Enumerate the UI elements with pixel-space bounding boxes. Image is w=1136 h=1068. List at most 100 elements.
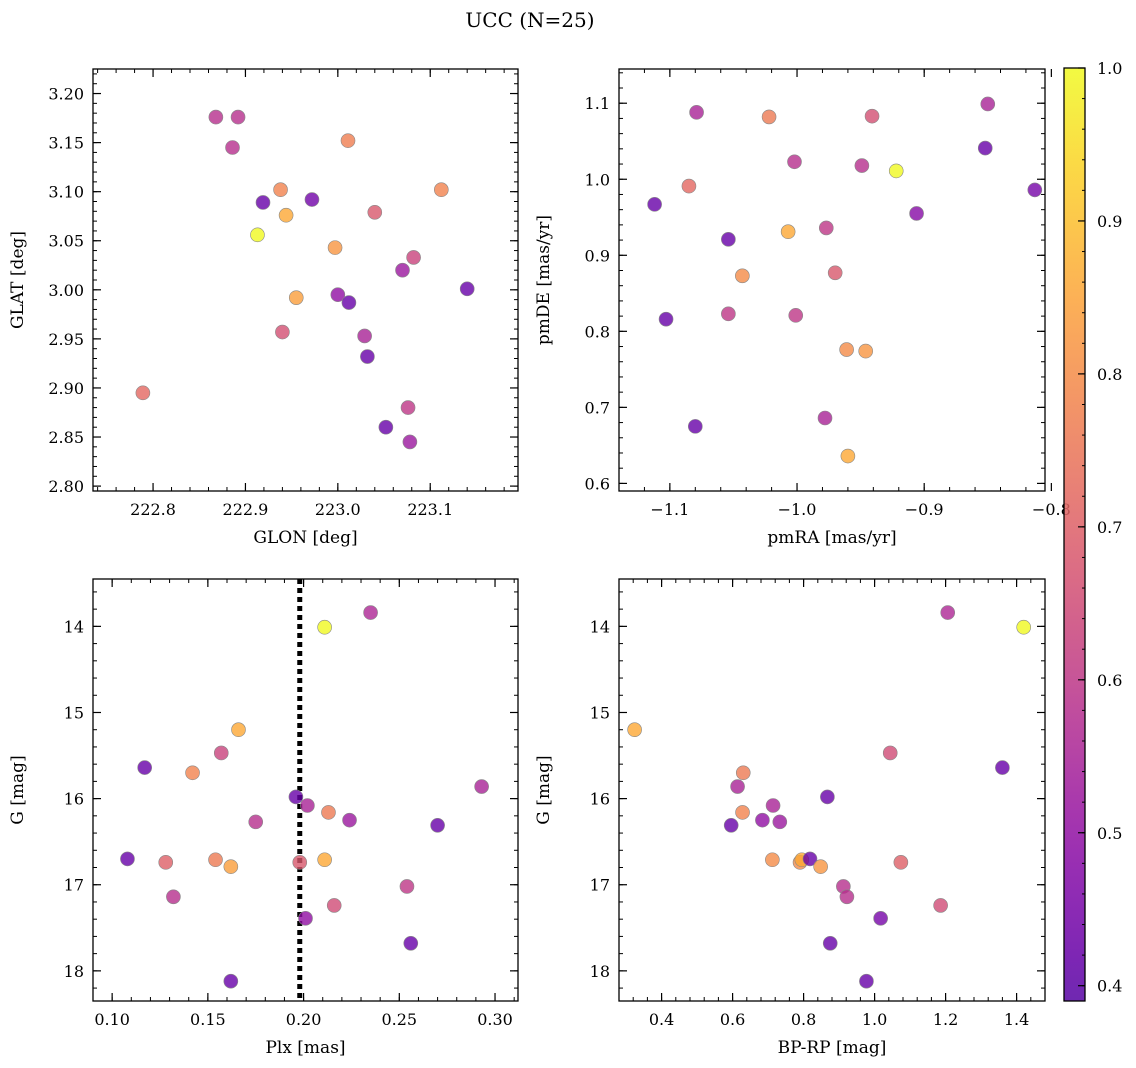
scatter-point — [730, 779, 745, 794]
scatter-point — [223, 973, 239, 989]
scatter-point — [363, 605, 378, 620]
scatter-point — [341, 295, 357, 310]
scatter-point — [940, 605, 956, 620]
y-axis-label: GLAT [deg] — [8, 231, 28, 329]
scatter-point — [400, 400, 416, 415]
panel-bprp-g: 0.4 0.6 0.8 1.0 1.2 1.4 14 15 16 17 18 BP-RP [mag] G… — [534, 578, 1046, 1058]
scatter-point — [1027, 182, 1043, 198]
scatter-point — [721, 306, 736, 322]
scatter-point — [980, 96, 996, 112]
y-tick-label: 17 — [590, 876, 610, 895]
axes-frame — [92, 68, 519, 492]
scatter-point — [839, 889, 855, 905]
scatter-point — [248, 814, 264, 830]
scatter-point — [158, 855, 174, 870]
scatter-point — [208, 852, 223, 868]
scatter-point — [321, 805, 336, 820]
scatter-point — [135, 385, 151, 401]
y-tick-label: 3.10 — [48, 183, 84, 202]
scatter-point — [827, 265, 843, 281]
y-tick-label: 16 — [590, 790, 610, 809]
x-tick-label: −0.9 — [905, 500, 944, 519]
scatter-point — [288, 290, 304, 305]
y-tick-label: 14 — [64, 617, 84, 636]
scatter-point — [208, 109, 224, 125]
scatter-point — [820, 789, 835, 805]
colorbar-tick-label: 1.0 — [1097, 59, 1122, 78]
y-tick-label: 3.05 — [48, 232, 84, 251]
y-axis-label: G [mag] — [534, 755, 554, 824]
scatter-point — [213, 745, 229, 761]
scatter-point — [681, 178, 697, 194]
x-tick-label: 223.0 — [315, 500, 361, 519]
scatter-point — [721, 232, 736, 247]
colorbar-tick-label: 0.8 — [1097, 365, 1122, 384]
scatter-point — [1016, 619, 1032, 635]
scatter-point — [977, 140, 993, 156]
y-tick-label: 14 — [590, 617, 610, 636]
scatter-point — [627, 722, 642, 738]
x-axis-label: Plx [mas] — [265, 1038, 345, 1058]
axes-frame — [92, 578, 519, 1002]
y-tick-label: 18 — [590, 962, 610, 981]
figure-title: UCC (N=25) — [465, 8, 594, 32]
colorbar-tick-label: 0.5 — [1097, 824, 1122, 843]
scatter-point — [909, 206, 924, 221]
y-tick-label: 3.00 — [48, 281, 84, 300]
scatter-point — [647, 197, 662, 212]
scatter-point — [765, 852, 780, 868]
y-tick-label: 0.6 — [585, 474, 610, 493]
x-tick-label: 0.4 — [649, 1010, 674, 1029]
y-tick-label: 2.90 — [48, 379, 84, 398]
scatter-point — [326, 898, 342, 913]
scatter-point — [406, 250, 421, 265]
scatter-point — [893, 855, 909, 870]
scatter-point — [292, 855, 308, 870]
scatter-point — [995, 760, 1010, 775]
scatter-point — [304, 192, 320, 207]
scatter-point — [230, 109, 246, 125]
scatter-point — [342, 812, 357, 828]
y-tick-label: 16 — [64, 790, 84, 809]
panel-plx-g: 0.10 0.15 0.20 0.25 0.30 14 15 16 17 18 Plx [mas] G… — [8, 578, 519, 1058]
scatter-point — [474, 779, 489, 794]
y-tick-label: 0.8 — [585, 322, 610, 341]
colorbar-tick-label: 0.6 — [1097, 671, 1122, 690]
scatter-point — [317, 852, 332, 868]
scatter-point — [137, 760, 152, 775]
scatter-point — [434, 182, 449, 198]
scatter-point — [275, 324, 290, 340]
scatter-point — [402, 434, 418, 450]
y-tick-label: 2.80 — [48, 477, 84, 496]
x-tick-label: 0.15 — [190, 1010, 226, 1029]
scatter-point — [288, 789, 304, 805]
y-tick-label: 15 — [590, 703, 610, 722]
scatter-point — [687, 419, 703, 434]
y-tick-label: 3.20 — [48, 85, 84, 104]
scatter-point — [166, 889, 181, 905]
colorbar-tick-label: 0.9 — [1097, 212, 1122, 231]
scatter-point — [658, 311, 674, 327]
scatter-point — [459, 281, 475, 297]
colorbar-tick-label: 0.7 — [1097, 518, 1122, 537]
scatter-point — [367, 204, 383, 220]
x-axis-label: pmRA [mas/yr] — [767, 528, 896, 548]
scatter-point — [822, 935, 838, 951]
scatter-point — [840, 448, 856, 464]
scatter-point — [873, 911, 888, 926]
colorbar-frame — [1063, 67, 1086, 1002]
x-tick-label: −0.8 — [1032, 500, 1071, 519]
x-tick-label: 0.6 — [720, 1010, 745, 1029]
x-tick-label: 0.20 — [286, 1010, 322, 1029]
x-tick-label: 223.1 — [407, 500, 453, 519]
y-tick-label: 2.85 — [48, 428, 84, 447]
colorbar-tick-label: 0.4 — [1097, 977, 1122, 996]
scatter-point — [298, 911, 313, 926]
scatter-point — [327, 240, 343, 255]
y-tick-label: 15 — [64, 703, 84, 722]
panel-glon-glat: 222.8 222.9 223.0 223.1 2.80 2.85 2.90 2.95 3.00… — [8, 68, 519, 548]
scatter-point — [689, 105, 704, 120]
scatter-point — [723, 818, 739, 833]
x-axis-label: BP-RP [mag] — [778, 1038, 887, 1058]
